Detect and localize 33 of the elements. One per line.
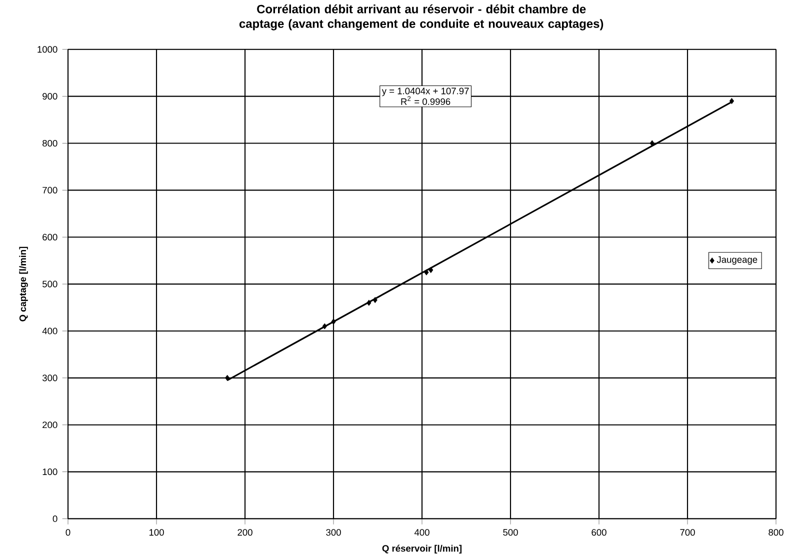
x-tick-label: 700	[680, 529, 695, 536]
point	[372, 297, 378, 304]
y-tick-label: 1000	[38, 46, 58, 53]
x-tick-label: 500	[503, 529, 518, 536]
y-tick-label: 200	[42, 422, 58, 428]
y-tick-label: 500	[42, 280, 58, 288]
point	[424, 270, 429, 276]
y-tick-label: 800	[42, 140, 58, 147]
point	[366, 300, 372, 306]
chart-title: Corrélation débit arrivant au réservoir - débit chambre de captage (avant changement de conduite et nouveaux captages)	[239, 4, 604, 30]
x-tick-label: 200	[238, 529, 252, 536]
point	[428, 267, 434, 274]
y-tick-label: 900	[42, 93, 58, 100]
x-tick-label: 100	[149, 529, 164, 536]
x-tick-label: 600	[592, 529, 606, 536]
x-tick-label: 800	[768, 529, 784, 536]
point	[225, 375, 230, 381]
annotation: R$^{2}$ = 0.9996	[401, 96, 450, 106]
y-axis-title: Q captage [l/min]	[19, 247, 28, 322]
point	[322, 324, 327, 330]
y-tick-label: 600	[42, 234, 58, 241]
y-tick-label: 700	[42, 187, 58, 194]
x-tick-label: 300	[326, 529, 341, 536]
y-tick-label: 300	[42, 374, 58, 382]
y-tick-label: 0	[52, 516, 58, 522]
y-tick-label: 100	[42, 468, 58, 476]
annotation: y = 1.0404x + 107.97	[382, 88, 469, 96]
x-axis-title: Q réservoir [l/min]	[382, 544, 462, 554]
legend-label: Jaugeage	[716, 256, 758, 265]
x-tick-label: 400	[414, 529, 430, 536]
x-tick-label: 0	[66, 529, 70, 536]
y-tick-label: 400	[42, 328, 58, 334]
point	[729, 98, 734, 104]
